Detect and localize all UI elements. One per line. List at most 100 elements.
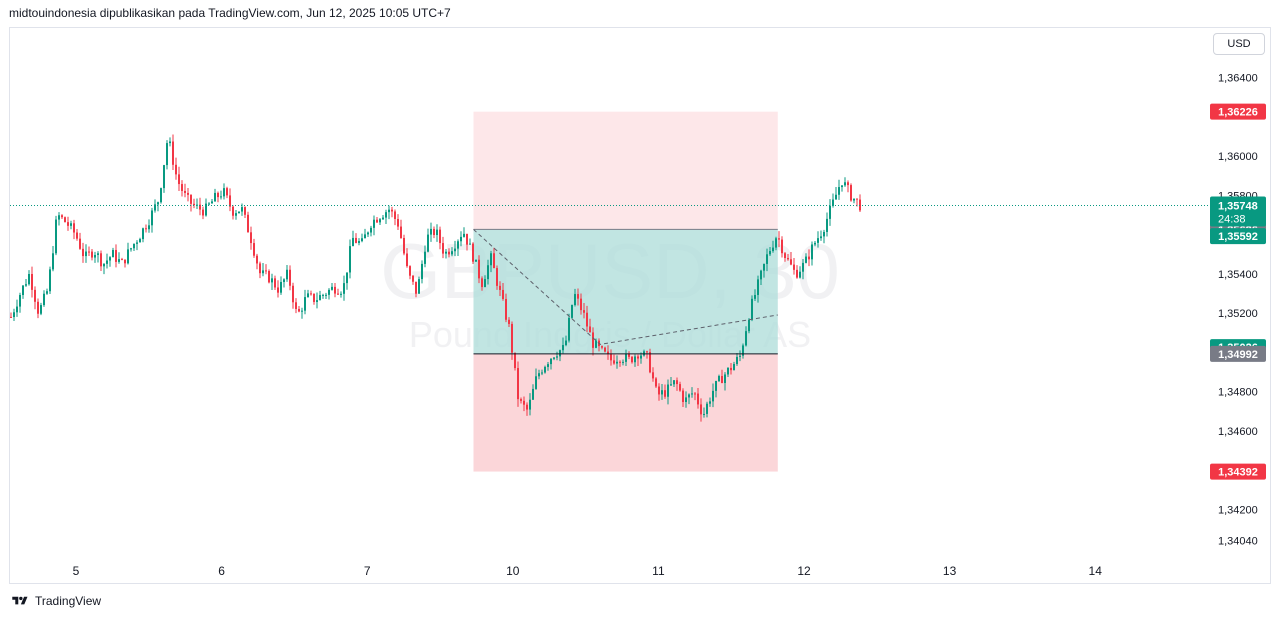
candle-body [370,227,372,233]
candle-body [757,279,759,295]
candle-body [649,352,651,373]
candle-body [247,214,249,233]
candle-body [754,294,756,299]
candle-body [175,164,177,175]
candle-body [208,203,210,205]
price-axis[interactable]: 1,364001,360001,358001,354001,352001,348… [1210,73,1266,548]
candle-body [529,399,531,410]
candle-body [367,232,369,235]
candle-body [472,243,474,262]
candle-body [160,188,162,203]
candle-body [427,234,429,252]
stop-loss-zone-upper[interactable] [473,111,778,230]
candle-body [856,198,858,200]
price-label-badge [1210,345,1266,362]
candle-body [295,302,297,310]
candle-body [850,185,852,201]
candle-body [397,218,399,227]
time-tick-label: 14 [1089,564,1103,578]
price-label-badge [1210,228,1266,245]
candle-body [289,269,291,286]
candle-body [127,249,129,264]
candle-body [34,289,36,302]
candle-body [253,243,255,256]
candle-body [784,253,786,259]
candle-body [154,204,156,211]
candle-body [187,192,189,195]
candle-body [574,294,576,306]
candle-body [676,380,678,385]
candle-body [163,165,165,189]
chart-attribution: midtouindonesia dipublikasikan pada Trad… [9,6,451,20]
candle-body [490,253,492,266]
candle-body [115,249,117,262]
candle-body [373,219,375,228]
candle-body [460,236,462,242]
candle-body [547,364,549,367]
candle-body [541,372,543,374]
candle-body [535,376,537,389]
price-tick-label: 1,34600 [1218,426,1258,438]
price-tick-label: 1,34800 [1218,387,1258,399]
candle-body [76,232,78,239]
candle-body [568,317,570,341]
time-tick-label: 7 [364,564,371,578]
price-label-badge [1210,103,1266,120]
candle-body [346,272,348,284]
candle-body [361,238,363,242]
candle-body [22,285,24,296]
candle-body [73,223,75,233]
candle-body [763,263,765,271]
target-zone[interactable] [473,229,778,354]
candle-body [415,281,417,294]
price-label: 1,36226 [1218,107,1258,119]
candle-body [526,404,528,410]
candle-body [469,243,471,245]
candle-body [328,289,330,295]
currency-button[interactable]: USD [1213,33,1265,55]
price-label: 1,34392 [1218,467,1258,479]
candle-body [484,279,486,288]
candle-body [304,297,306,311]
candle-body [481,278,483,288]
footer: TradingView [10,594,101,608]
time-tick-label: 11 [652,564,665,578]
candle-body [394,211,396,219]
candle-body [298,309,300,312]
last-price-value: 1,35748 [1218,200,1258,212]
candle-body [781,239,783,254]
candle-body [103,263,105,267]
candle-body [601,346,603,348]
candle-body [232,206,234,216]
candle-body [388,209,390,213]
candle-body [769,251,771,255]
candle-body [280,281,282,293]
candle-body [157,202,159,205]
candle-body [25,284,27,286]
candle-body [439,229,441,244]
time-axis[interactable]: 5 6 7 10 11 12 13 14 [73,564,1103,578]
candle-body [412,275,414,282]
candle-body [451,251,453,255]
candle-body [445,251,447,254]
candle-body [136,242,138,244]
candle-body [514,352,516,369]
candle-body [109,257,111,261]
candle-body [337,293,339,295]
candle-body [343,283,345,294]
stop-loss-zone-lower[interactable] [473,353,778,472]
candle-body [274,278,276,288]
position-tool[interactable] [473,111,778,472]
candle-body [193,203,195,206]
candle-body [421,263,423,280]
candle-body [220,196,222,198]
candle-body [259,263,261,274]
candle-series [10,134,861,422]
candle-body [268,270,270,283]
candle-body [58,215,60,220]
candle-body [583,310,585,313]
time-tick-label: 13 [943,564,957,578]
chart-frame [9,27,1271,584]
candle-body [454,248,456,252]
